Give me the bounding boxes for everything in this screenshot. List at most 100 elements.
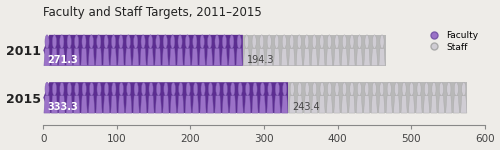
Polygon shape	[222, 48, 228, 66]
Polygon shape	[44, 35, 243, 66]
Ellipse shape	[230, 82, 235, 96]
Ellipse shape	[141, 35, 145, 48]
Polygon shape	[372, 48, 378, 66]
Polygon shape	[170, 48, 176, 66]
Polygon shape	[88, 96, 94, 113]
Ellipse shape	[246, 82, 250, 96]
Polygon shape	[66, 96, 72, 113]
Ellipse shape	[134, 82, 138, 96]
Ellipse shape	[208, 82, 212, 96]
Polygon shape	[304, 48, 310, 66]
Polygon shape	[244, 96, 250, 113]
Polygon shape	[163, 96, 169, 113]
Polygon shape	[356, 48, 362, 66]
Ellipse shape	[365, 35, 369, 48]
Ellipse shape	[312, 35, 316, 48]
Polygon shape	[394, 96, 400, 113]
Ellipse shape	[74, 82, 79, 96]
Ellipse shape	[178, 35, 182, 48]
Polygon shape	[326, 48, 332, 66]
Polygon shape	[288, 82, 468, 113]
Ellipse shape	[178, 82, 183, 96]
Ellipse shape	[52, 82, 56, 96]
Polygon shape	[184, 48, 190, 66]
Polygon shape	[228, 48, 235, 66]
Polygon shape	[236, 48, 242, 66]
Text: 333.3: 333.3	[47, 102, 78, 112]
Ellipse shape	[134, 35, 138, 48]
Polygon shape	[81, 48, 87, 66]
Polygon shape	[200, 96, 206, 113]
Polygon shape	[199, 48, 205, 66]
Ellipse shape	[304, 35, 309, 48]
Polygon shape	[104, 96, 110, 113]
Ellipse shape	[432, 82, 436, 96]
Ellipse shape	[82, 35, 86, 48]
Polygon shape	[111, 96, 117, 113]
Ellipse shape	[268, 82, 272, 96]
Ellipse shape	[45, 35, 49, 48]
Polygon shape	[460, 96, 467, 113]
Polygon shape	[378, 96, 385, 113]
Ellipse shape	[328, 35, 332, 48]
Polygon shape	[148, 96, 154, 113]
Polygon shape	[334, 96, 340, 113]
Polygon shape	[118, 48, 124, 66]
Ellipse shape	[52, 35, 56, 48]
Ellipse shape	[350, 82, 354, 96]
Polygon shape	[156, 96, 162, 113]
Ellipse shape	[335, 35, 339, 48]
Polygon shape	[208, 96, 214, 113]
Polygon shape	[289, 96, 296, 113]
Ellipse shape	[282, 82, 287, 96]
Ellipse shape	[156, 82, 160, 96]
Polygon shape	[52, 96, 58, 113]
Ellipse shape	[387, 82, 392, 96]
Ellipse shape	[104, 35, 108, 48]
Ellipse shape	[194, 82, 198, 96]
Polygon shape	[342, 48, 347, 66]
Polygon shape	[44, 96, 50, 113]
Polygon shape	[244, 48, 250, 66]
Ellipse shape	[238, 82, 242, 96]
Ellipse shape	[200, 35, 204, 48]
Polygon shape	[319, 96, 325, 113]
Polygon shape	[312, 96, 318, 113]
Ellipse shape	[364, 82, 369, 96]
Ellipse shape	[402, 82, 406, 96]
Ellipse shape	[67, 35, 71, 48]
Polygon shape	[118, 96, 124, 113]
Ellipse shape	[186, 35, 190, 48]
Ellipse shape	[274, 35, 279, 48]
Polygon shape	[170, 96, 176, 113]
Polygon shape	[251, 48, 258, 66]
Ellipse shape	[328, 82, 332, 96]
Polygon shape	[74, 48, 80, 66]
Polygon shape	[125, 48, 132, 66]
Polygon shape	[140, 48, 146, 66]
Ellipse shape	[215, 35, 219, 48]
Polygon shape	[334, 48, 340, 66]
Ellipse shape	[149, 82, 153, 96]
Polygon shape	[416, 96, 422, 113]
Polygon shape	[126, 96, 132, 113]
Polygon shape	[349, 48, 355, 66]
Ellipse shape	[320, 35, 324, 48]
Ellipse shape	[163, 35, 168, 48]
Ellipse shape	[244, 35, 248, 48]
Ellipse shape	[126, 35, 130, 48]
Polygon shape	[222, 96, 228, 113]
Ellipse shape	[120, 82, 124, 96]
Ellipse shape	[148, 35, 152, 48]
Ellipse shape	[172, 82, 175, 96]
Ellipse shape	[222, 35, 226, 48]
Polygon shape	[192, 96, 198, 113]
Polygon shape	[74, 96, 80, 113]
Ellipse shape	[104, 82, 108, 96]
Polygon shape	[214, 48, 220, 66]
Ellipse shape	[260, 82, 264, 96]
Polygon shape	[281, 48, 287, 66]
Ellipse shape	[224, 82, 228, 96]
Ellipse shape	[267, 35, 272, 48]
Ellipse shape	[142, 82, 146, 96]
